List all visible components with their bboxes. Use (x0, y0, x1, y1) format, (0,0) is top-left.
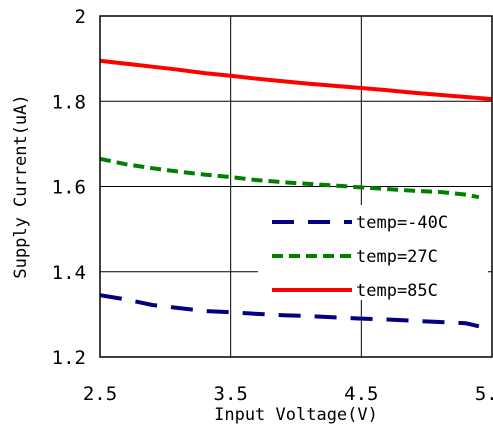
series-line (99, 58, 493, 102)
y-tick-label: 1.4 (52, 262, 86, 284)
x-tick-labels: 2.5 3.5 4.5 5.5 (83, 383, 493, 405)
legend-label: temp=-40C (356, 213, 448, 233)
legend-label: temp=85C (356, 281, 438, 301)
series-line (99, 156, 480, 200)
x-tick-label: 4.5 (344, 383, 378, 405)
plot-frame (99, 15, 493, 358)
x-tick-label: 3.5 (214, 383, 248, 405)
x-tick-label: 5.5 (475, 383, 493, 405)
y-tick-label: 2 (75, 6, 86, 28)
y-axis-label: Supply Current(uA) (11, 94, 31, 278)
x-axis-label: Input Voltage(V) (214, 405, 378, 425)
legend: temp=-40C temp=27C temp=85C (272, 213, 448, 301)
y-tick-labels: 1.2 1.4 1.6 1.8 2 (52, 6, 86, 369)
y-tick-label: 1.6 (52, 177, 86, 199)
x-tick-label: 2.5 (83, 383, 117, 405)
y-tick-label: 1.8 (52, 91, 86, 113)
legend-label: temp=27C (356, 247, 438, 267)
legend-background (258, 205, 488, 300)
y-tick-label: 1.2 (52, 347, 86, 369)
series-lines (99, 58, 493, 329)
series-line (99, 293, 480, 329)
